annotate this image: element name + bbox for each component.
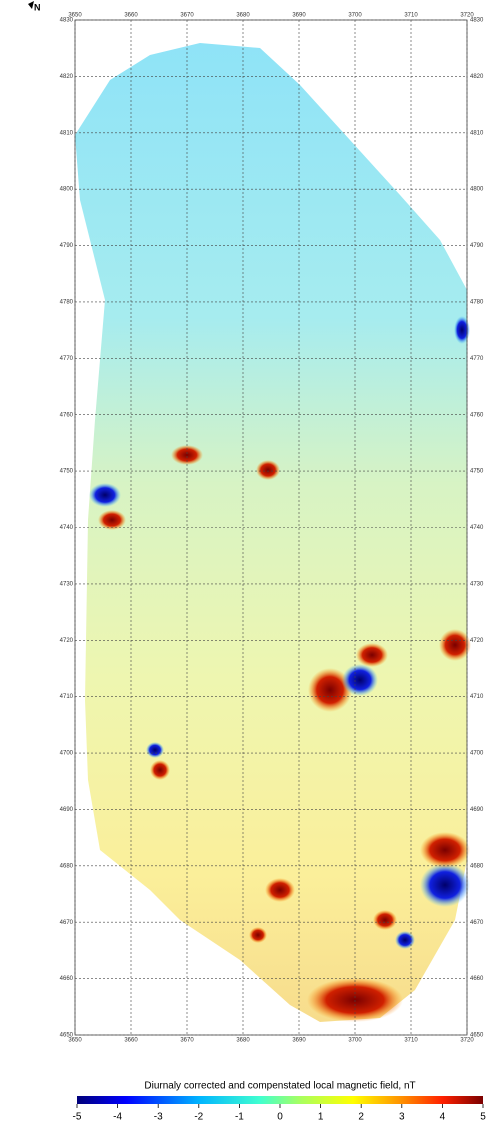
- y-tick-label: 4720: [60, 638, 74, 644]
- y-tick-label: 4820: [470, 74, 484, 80]
- y-tick-label: 4670: [470, 920, 484, 926]
- x-tick-label: 3680: [236, 13, 250, 19]
- y-tick-label: 4780: [60, 300, 74, 306]
- x-tick-label: 3700: [348, 13, 362, 19]
- x-tick-label: 3680: [236, 1038, 250, 1044]
- survey-area: [75, 43, 467, 1022]
- y-tick-label: 4680: [470, 863, 484, 869]
- y-tick-label: 4750: [470, 469, 484, 475]
- y-tick-label: 4700: [60, 751, 74, 757]
- y-tick-label: 4650: [60, 1033, 74, 1039]
- y-tick-label: 4830: [470, 18, 484, 24]
- y-tick-label: 4790: [470, 243, 484, 249]
- y-tick-label: 4740: [60, 525, 74, 531]
- y-tick-label: 4690: [470, 807, 484, 813]
- colorbar-tick-label: 0: [277, 1112, 283, 1123]
- y-tick-label: 4680: [60, 863, 74, 869]
- y-tick-label: 4810: [470, 130, 484, 136]
- y-tick-label: 4730: [60, 581, 74, 587]
- colorbar-tick-label: 3: [399, 1112, 405, 1123]
- colorbar-tick-label: 4: [440, 1112, 446, 1123]
- y-tick-label: 4750: [60, 469, 74, 475]
- x-tick-label: 3660: [124, 1038, 138, 1044]
- x-tick-label: 3660: [124, 13, 138, 19]
- y-tick-label: 4790: [60, 243, 74, 249]
- map-figure: N Diurnaly corrected and compenstated lo…: [0, 0, 487, 1124]
- y-tick-label: 4820: [60, 74, 74, 80]
- x-tick-label: 3700: [348, 1038, 362, 1044]
- x-tick-label: 3690: [292, 13, 306, 19]
- y-tick-label: 4710: [470, 694, 484, 700]
- colorbar-tick-label: -4: [113, 1112, 122, 1123]
- colorbar-tick-label: 2: [358, 1112, 364, 1123]
- y-tick-label: 4760: [470, 412, 484, 418]
- y-tick-label: 4770: [470, 356, 484, 362]
- y-tick-label: 4780: [470, 300, 484, 306]
- colorbar-tick-label: 1: [318, 1112, 324, 1123]
- y-tick-label: 4660: [60, 976, 74, 982]
- y-tick-label: 4810: [60, 130, 74, 136]
- y-tick-label: 4670: [60, 920, 74, 926]
- x-tick-label: 3690: [292, 1038, 306, 1044]
- colorbar-tick-label: -2: [194, 1112, 203, 1123]
- y-tick-label: 4800: [470, 187, 484, 193]
- x-tick-label: 3670: [180, 1038, 194, 1044]
- y-tick-label: 4660: [470, 976, 484, 982]
- north-label: N: [34, 2, 41, 12]
- y-tick-label: 4830: [60, 18, 74, 24]
- y-tick-label: 4650: [470, 1033, 484, 1039]
- y-tick-label: 4730: [470, 581, 484, 587]
- y-tick-label: 4800: [60, 187, 74, 193]
- x-tick-label: 3670: [180, 13, 194, 19]
- y-tick-label: 4760: [60, 412, 74, 418]
- colorbar-tick-label: -1: [235, 1112, 244, 1123]
- y-tick-label: 4770: [60, 356, 74, 362]
- colorbar: [77, 1096, 483, 1104]
- colorbar-tick-label: 5: [480, 1112, 486, 1123]
- y-tick-label: 4710: [60, 694, 74, 700]
- colorbar-tick-label: -3: [154, 1112, 163, 1123]
- page: {"map": { "north_label": "N", "x_ticks":…: [0, 0, 487, 1124]
- y-tick-label: 4690: [60, 807, 74, 813]
- y-tick-label: 4720: [470, 638, 484, 644]
- colorbar-title: Diurnaly corrected and compenstated loca…: [144, 1081, 415, 1092]
- x-tick-label: 3710: [404, 1038, 418, 1044]
- y-tick-label: 4700: [470, 751, 484, 757]
- y-tick-label: 4740: [470, 525, 484, 531]
- colorbar-tick-label: -5: [73, 1112, 82, 1123]
- x-tick-label: 3710: [404, 13, 418, 19]
